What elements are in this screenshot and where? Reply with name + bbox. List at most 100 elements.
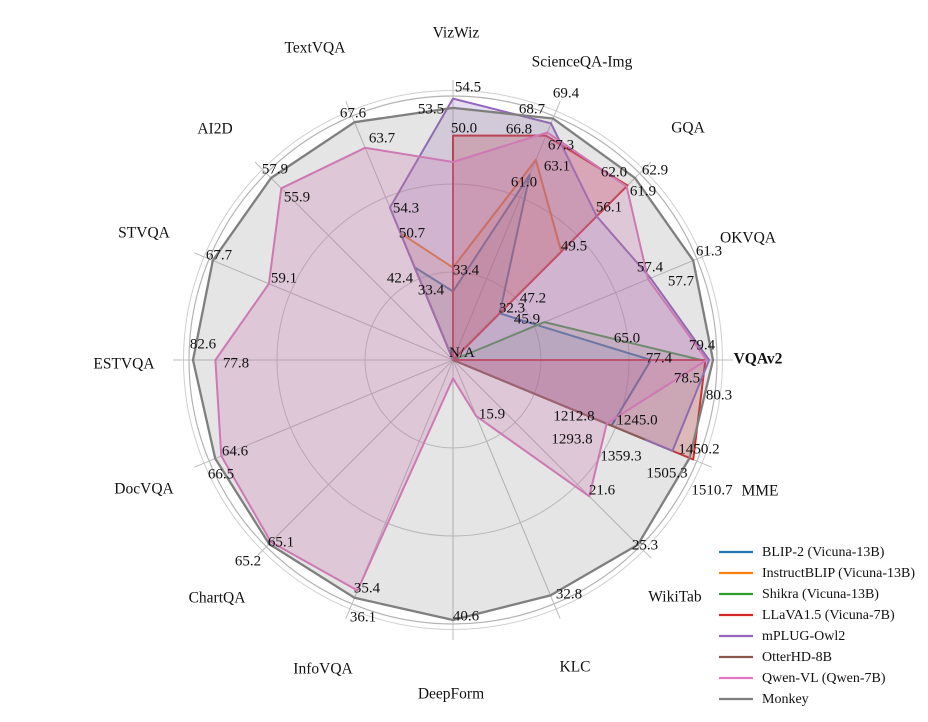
axis-spoke (452, 101, 561, 361)
axis-spoke (452, 359, 561, 619)
value-label: 36.1 (350, 609, 376, 625)
axis-label-stvqa: STVQA (118, 224, 170, 241)
legend-label: Monkey (762, 692, 809, 707)
value-label: 77.4 (646, 350, 673, 366)
axis-label-gqa: GQA (671, 119, 705, 136)
axis-label-wikitab: WikiTab (648, 588, 702, 605)
value-label: 61.9 (630, 183, 656, 199)
value-label: 42.4 (387, 270, 414, 286)
axis-label-chartqa: ChartQA (189, 589, 247, 606)
series-polygon-monkey (191, 106, 715, 622)
value-label: 57.7 (668, 273, 695, 289)
value-label: 62.0 (601, 164, 627, 180)
legend-item-mplug-owl2: mPLUG-Owl2 (719, 629, 845, 644)
value-label: 49.5 (561, 238, 587, 254)
value-label: 50.7 (399, 225, 426, 241)
legend: BLIP-2 (Vicuna-13B) InstructBLIP (Vicuna-… (719, 545, 915, 707)
value-label: 62.9 (642, 162, 668, 178)
value-label: 32.3 (499, 300, 525, 316)
legend-item-monkey: Monkey (719, 692, 809, 707)
value-label: 64.6 (222, 443, 249, 459)
value-label: 55.9 (284, 189, 310, 205)
axis-spoke (254, 161, 454, 361)
value-label: 1505.3 (646, 465, 687, 481)
value-label: 15.9 (479, 406, 505, 422)
value-label: 65.2 (235, 553, 261, 569)
value-label: 33.4 (453, 262, 480, 278)
axis-label-vqav2: VQAv2 (734, 350, 783, 367)
value-label: 67.7 (206, 247, 233, 263)
value-label: 25.3 (632, 537, 658, 553)
value-label: 82.6 (190, 336, 217, 352)
value-label: 1212.8 (553, 408, 594, 424)
legend-label: Qwen-VL (Qwen-7B) (762, 671, 886, 686)
axis-label-ai2d: AI2D (197, 120, 232, 137)
legend-item-blip-2-vicuna-13b: BLIP-2 (Vicuna-13B) (719, 545, 885, 560)
value-label: 32.8 (556, 586, 582, 602)
value-label: 69.4 (553, 85, 580, 101)
value-label: 1293.8 (551, 431, 592, 447)
legend-item-otterhd-8b: OtterHD-8B (719, 650, 832, 665)
axis-spoke (254, 359, 454, 559)
value-label: 1510.7 (691, 482, 733, 498)
value-label: 35.4 (354, 580, 381, 596)
value-label: 65.0 (614, 330, 640, 346)
value-label: 21.6 (589, 482, 616, 498)
value-label: 1450.2 (678, 441, 719, 457)
value-label: 63.1 (544, 158, 570, 174)
value-label: 59.1 (271, 270, 297, 286)
value-label: 45.9 (514, 311, 540, 327)
value-label: 66.8 (506, 121, 532, 137)
axis-spoke (194, 359, 454, 468)
axis-label-deepform: DeepForm (418, 685, 484, 702)
value-label: 67.3 (548, 137, 574, 153)
center-na-label: N/A (449, 345, 475, 361)
axis-label-klc: KLC (560, 658, 591, 675)
axis-label-docvqa: DocVQA (114, 480, 174, 497)
legend-label: mPLUG-Owl2 (762, 629, 845, 644)
value-label: 57.9 (262, 161, 288, 177)
value-label: 56.1 (596, 199, 622, 215)
legend-label: BLIP-2 (Vicuna-13B) (762, 545, 885, 560)
value-label: 66.5 (208, 466, 234, 482)
value-label: 77.8 (223, 355, 249, 371)
value-label: 54.3 (393, 200, 419, 216)
value-label: 54.5 (455, 79, 481, 95)
value-label: 68.7 (519, 101, 546, 117)
legend-label: Shikra (Vicuna-13B) (762, 587, 879, 602)
legend-item-qwen-vl-qwen-7b: Qwen-VL (Qwen-7B) (719, 671, 886, 686)
series-polygon-mplug-owl2 (388, 97, 711, 452)
legend-label: InstructBLIP (Vicuna-13B) (762, 566, 915, 581)
axis-label-vizwiz: VizWiz (433, 24, 480, 41)
value-label: 61.3 (696, 243, 722, 259)
legend-item-llava1-5-vicuna-7b: LLaVA1.5 (Vicuna-7B) (719, 608, 895, 623)
value-label: 40.6 (453, 608, 480, 624)
legend-item-shikra-vicuna-13b: Shikra (Vicuna-13B) (719, 587, 879, 602)
value-label: 33.4 (418, 282, 445, 298)
value-label: 61.0 (511, 174, 537, 190)
value-label: 1359.3 (600, 448, 641, 464)
legend-item-instructblip-vicuna-13b: InstructBLIP (Vicuna-13B) (719, 566, 915, 581)
value-label: 80.3 (706, 387, 732, 403)
value-label: 47.2 (520, 290, 546, 306)
axis-spoke (194, 252, 454, 361)
axis-spoke (452, 359, 652, 559)
value-label: 67.6 (340, 105, 367, 121)
axis-label-estvqa: ESTVQA (93, 355, 155, 372)
axis-label-textvqa: TextVQA (285, 39, 347, 56)
axis-label-mme: MME (741, 482, 778, 499)
value-label: 57.4 (637, 259, 664, 275)
value-label: 78.5 (674, 370, 700, 386)
value-label: 63.7 (369, 130, 396, 146)
value-label: 65.1 (268, 534, 294, 550)
axis-label-infovqa: InfoVQA (293, 660, 353, 677)
axis-label-scienceqa-img: ScienceQA-Img (532, 53, 633, 70)
legend-label: LLaVA1.5 (Vicuna-7B) (762, 608, 895, 623)
value-label: 53.5 (418, 101, 444, 117)
axis-label-okvqa: OKVQA (720, 229, 777, 246)
series-polygon-qwen-vl-qwen-7b (214, 131, 708, 592)
value-label: 50.0 (451, 120, 477, 136)
series-polygon-otterhd-8b (452, 359, 646, 441)
